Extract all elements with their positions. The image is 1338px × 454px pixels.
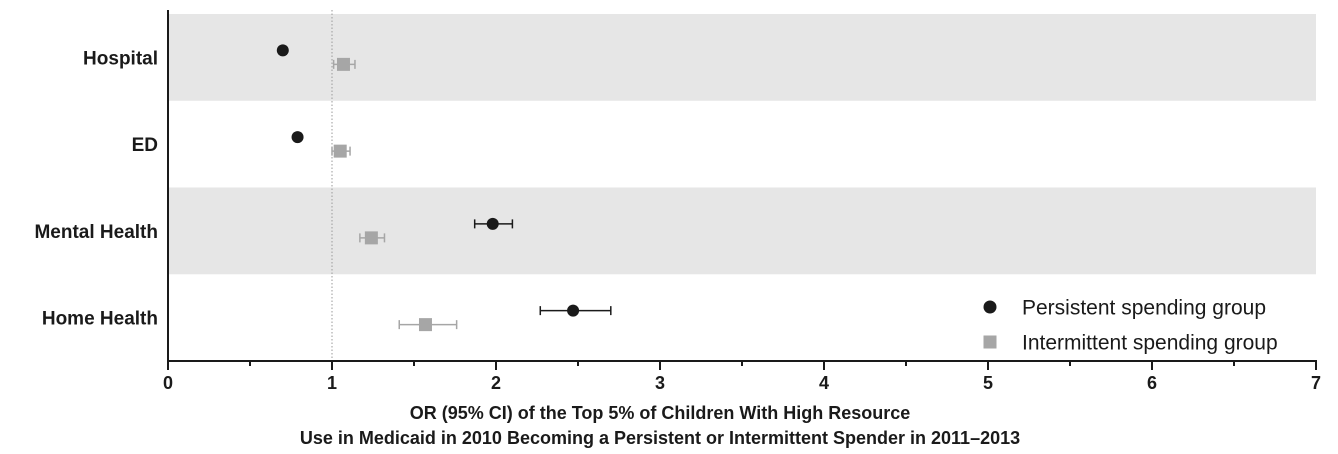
category-labels: Hospital ED Mental Health Home Health <box>34 48 158 329</box>
category-label-mental-health: Mental Health <box>34 222 158 243</box>
persistent-spending-group-point <box>567 304 580 317</box>
row-bands <box>168 14 1316 275</box>
legend: Persistent spending group Intermittent sp… <box>983 297 1278 355</box>
intermittent-spending-group-point <box>418 318 432 332</box>
persistent-spending-group-point <box>486 217 499 230</box>
x-tick-label: 3 <box>655 373 665 393</box>
category-label-ed: ED <box>132 135 158 156</box>
x-axis-title-line2: Use in Medicaid in 2010 Becoming a Persi… <box>300 428 1020 448</box>
row-band-hospital <box>168 14 1316 101</box>
persistent-spending-group-point <box>291 131 304 144</box>
x-tick-label: 0 <box>163 373 173 393</box>
persistent-spending-group-point <box>276 44 289 57</box>
x-tick-label: 2 <box>491 373 501 393</box>
axes <box>167 10 1317 370</box>
intermittent-spending-group-point <box>333 144 347 158</box>
x-tick-label: 6 <box>1147 373 1157 393</box>
legend-label-persistent-spending-group: Persistent spending group <box>1022 297 1266 320</box>
x-tick-label: 5 <box>983 373 993 393</box>
legend-marker-intermittent-spending-group <box>983 335 997 349</box>
x-tick-label: 1 <box>327 373 337 393</box>
x-tick-label: 4 <box>819 373 829 393</box>
row-band-mental-health <box>168 187 1316 275</box>
intermittent-spending-group-point <box>336 57 350 71</box>
x-tick-label: 7 <box>1311 373 1321 393</box>
category-label-hospital: Hospital <box>83 48 158 69</box>
x-tick-labels: 0 1 2 3 4 5 6 7 <box>163 373 1321 393</box>
category-label-home-health: Home Health <box>42 309 158 330</box>
legend-label-intermittent-spending-group: Intermittent spending group <box>1022 332 1278 355</box>
intermittent-spending-group-point <box>364 231 378 245</box>
data-marks <box>276 44 612 332</box>
x-axis-title-line1: OR (95% CI) of the Top 5% of Children Wi… <box>410 403 911 423</box>
legend-marker-persistent-spending-group <box>983 300 997 314</box>
